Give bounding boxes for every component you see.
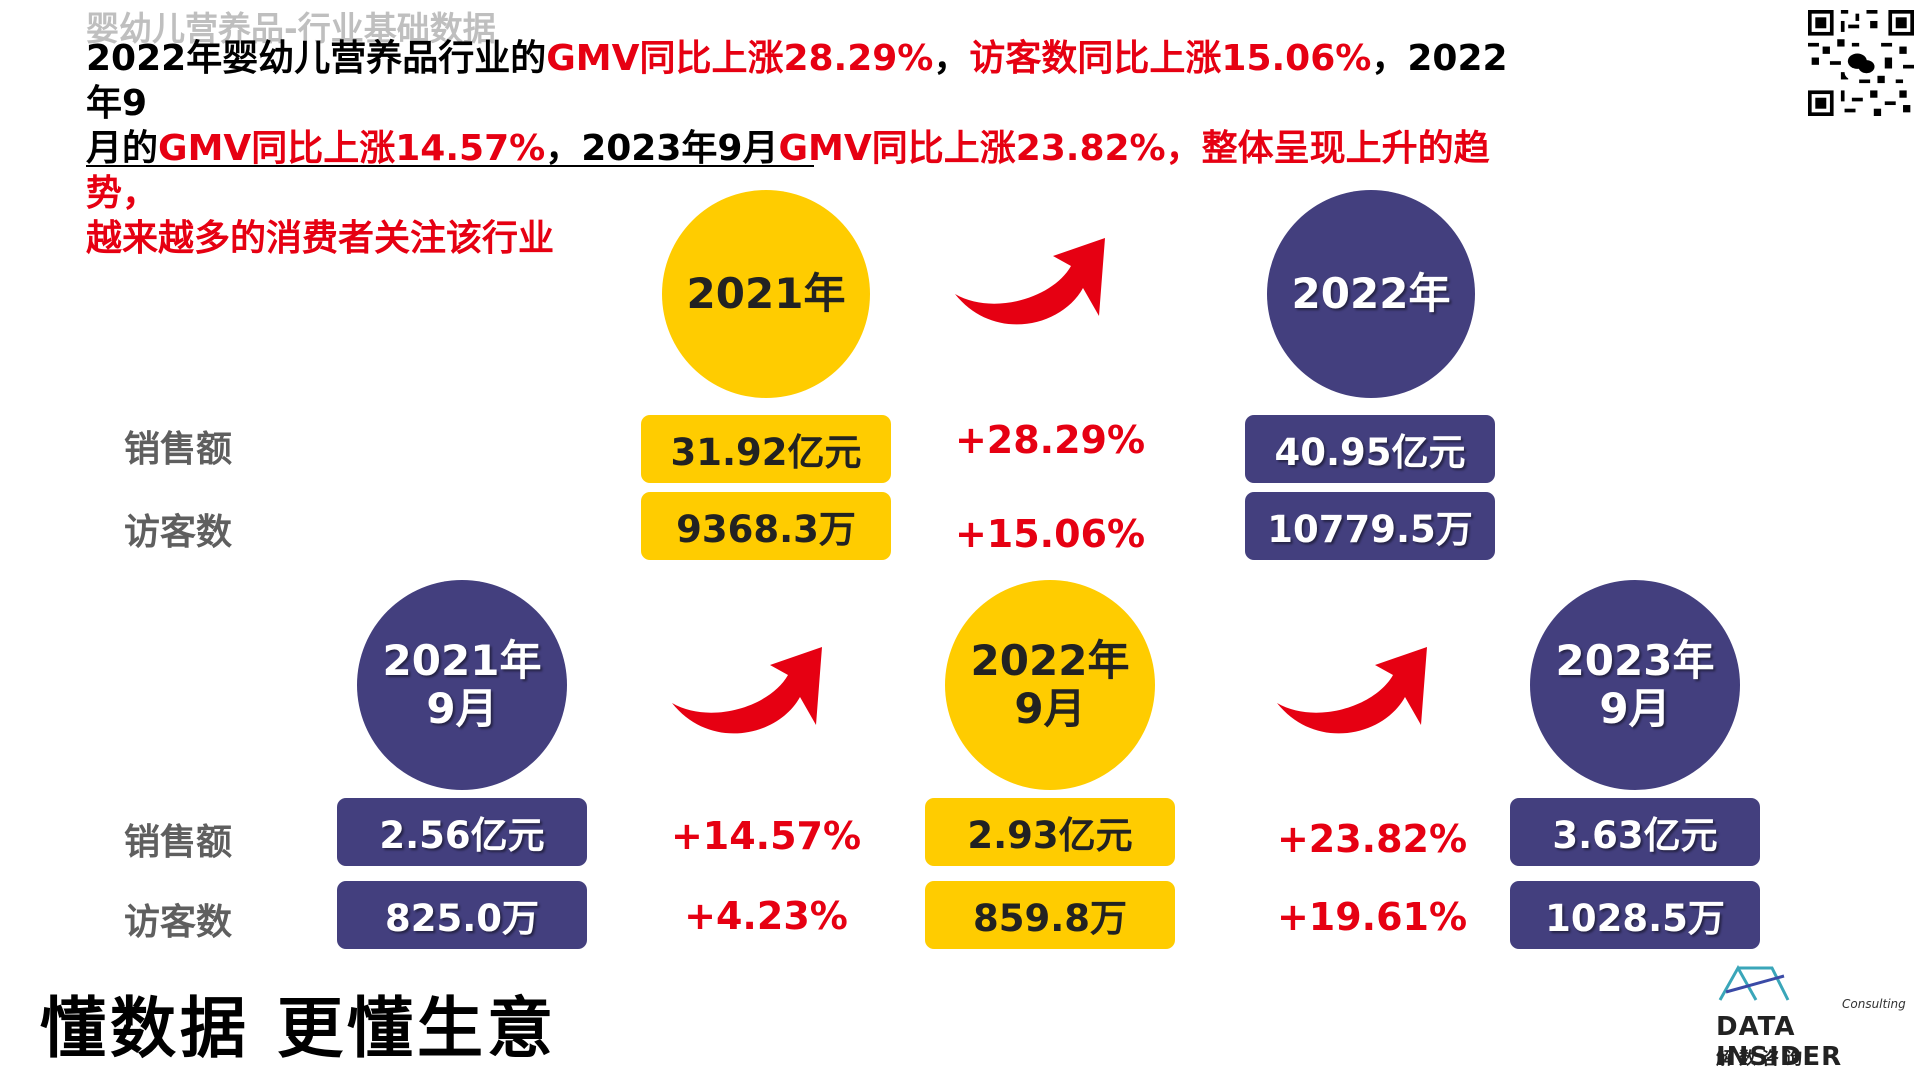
headline-highlight: GMV同比上涨23.82%，整体呈现上升的趋势， xyxy=(86,128,1490,214)
red-curved-arrow-icon xyxy=(955,238,1105,325)
headline: 2022年婴幼儿营养品行业的GMV同比上涨28.29%，访客数同比上涨15.06… xyxy=(86,36,1526,261)
qr-code-icon xyxy=(1808,10,1914,116)
headline-line-1: 2022年婴幼儿营养品行业的GMV同比上涨28.29%，访客数同比上涨15.06… xyxy=(86,36,1526,126)
logo-name: DATA INSIDER xyxy=(1716,1012,1843,1072)
year-label: 2022年 xyxy=(1291,269,1451,318)
visitors-sep2022-box: 859.8万 xyxy=(925,881,1175,949)
year-label: 2021年 xyxy=(686,269,846,318)
row-label-sales: 销售额 xyxy=(124,822,233,863)
headline-line-2: 月的GMV同比上涨14.57%，2023年9月GMV同比上涨23.82%，整体呈… xyxy=(86,126,1526,216)
sales-2021-box: 31.92亿元 xyxy=(641,415,891,483)
visitors-growth-sep-21-22: +4.23% xyxy=(684,894,848,938)
visitors-sep2023-box: 1028.5万 xyxy=(1510,881,1760,949)
red-curved-arrow-icon xyxy=(1277,647,1427,734)
headline-line-3: 越来越多的消费者关注该行业 xyxy=(86,216,1526,261)
visitors-growth-annual: +15.06% xyxy=(954,512,1146,556)
sep-2022-circle: 2022年 9月 xyxy=(945,580,1155,790)
logo-consulting: Consulting xyxy=(1842,997,1906,1011)
circle-year: 2021年 xyxy=(382,636,542,685)
row-label-visitors: 访客数 xyxy=(124,902,233,943)
headline-highlight: GMV同比上涨28.29% xyxy=(546,38,934,79)
visitors-2022-box: 10779.5万 xyxy=(1245,492,1495,560)
circle-year: 2023年 xyxy=(1555,636,1715,685)
year-2021-circle: 2021年 xyxy=(662,190,870,398)
red-curved-arrow-icon xyxy=(672,647,822,734)
sales-2022-box: 40.95亿元 xyxy=(1245,415,1495,483)
headline-text: 2022年婴幼儿营养品行业的 xyxy=(86,38,547,79)
circle-year: 2022年 xyxy=(970,636,1130,685)
circle-month: 9月 xyxy=(1014,684,1086,733)
row-label-visitors: 访客数 xyxy=(124,512,233,553)
visitors-sep2021-box: 825.0万 xyxy=(337,881,587,949)
headline-highlight: 越来越多的消费者关注该行业 xyxy=(86,218,555,259)
headline-highlight: GMV同比上涨14.57% xyxy=(158,128,546,169)
company-logo: Consulting DATA INSIDER 解数咨询 xyxy=(1712,962,1912,1072)
headline-text: 月的 xyxy=(86,128,159,169)
headline-highlight: 访客数同比上涨15.06% xyxy=(969,38,1372,79)
sales-sep2022-box: 2.93亿元 xyxy=(925,798,1175,866)
sales-sep2023-box: 3.63亿元 xyxy=(1510,798,1760,866)
circle-month: 9月 xyxy=(1599,684,1671,733)
year-2022-circle: 2022年 xyxy=(1267,190,1475,398)
sep-2023-circle: 2023年 9月 xyxy=(1530,580,1740,790)
headline-underline xyxy=(86,165,814,167)
sales-growth-sep-22-23: +23.82% xyxy=(1276,817,1468,861)
sales-growth-annual: +28.29% xyxy=(954,418,1146,462)
logo-mark-icon xyxy=(1718,964,1790,1001)
visitors-2021-box: 9368.3万 xyxy=(641,492,891,560)
row-label-sales: 销售额 xyxy=(124,429,233,470)
headline-text: ，2023年9月 xyxy=(545,128,779,169)
sep-2021-circle: 2021年 9月 xyxy=(357,580,567,790)
slogan: 懂数据 更懂生意 xyxy=(40,990,557,1067)
circle-month: 9月 xyxy=(426,684,498,733)
sales-growth-sep-21-22: +14.57% xyxy=(670,814,862,858)
headline-text: ， xyxy=(933,38,970,79)
logo-chinese-name: 解数咨询 xyxy=(1716,1049,1808,1069)
headline-text: ，2022年9 xyxy=(86,38,1508,124)
sales-sep2021-box: 2.56亿元 xyxy=(337,798,587,866)
page-subtitle: 婴幼儿营养品-行业基础数据 xyxy=(86,9,496,48)
visitors-growth-sep-22-23: +19.61% xyxy=(1276,895,1468,939)
